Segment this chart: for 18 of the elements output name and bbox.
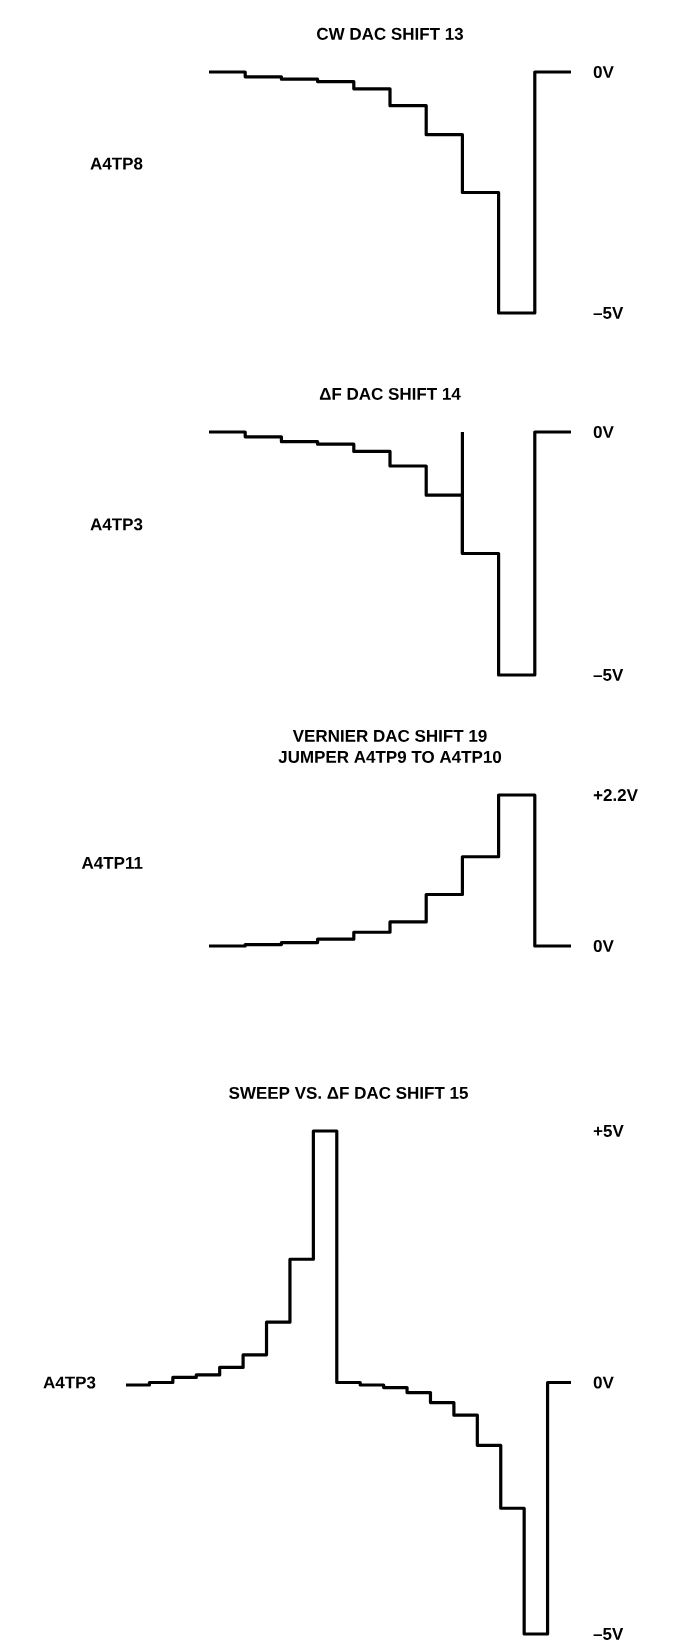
y-axis-title: A4TP8 [90, 157, 143, 170]
y-tick-label: –5V [593, 669, 624, 681]
y-axis-title: A4TP3 [43, 1376, 96, 1389]
y-tick-label: +5V [593, 1125, 624, 1137]
y-tick-label: 0V [593, 65, 614, 78]
y-axis-title: A4TP11 [81, 857, 143, 869]
y-tick-label: 0V [593, 425, 614, 438]
chart-title: VERNIER DAC SHIFT 19 [292, 729, 487, 742]
y-tick-label: +2.2V [593, 789, 638, 801]
chart-title: ΔF DAC SHIFT 14 [319, 387, 461, 400]
chart-subtitle: JUMPER A4TP9 TO A4TP10 [278, 750, 502, 763]
y-tick-label: 0V [593, 939, 614, 952]
y-tick-label: –5V [593, 307, 624, 319]
y-tick-label: –5V [593, 1628, 624, 1640]
chart-title: CW DAC SHIFT 13 [317, 27, 464, 40]
y-tick-label: 0V [593, 1376, 614, 1389]
y-axis-title: A4TP3 [90, 518, 143, 531]
chart-title: SWEEP VS. ΔF DAC SHIFT 15 [229, 1086, 468, 1099]
